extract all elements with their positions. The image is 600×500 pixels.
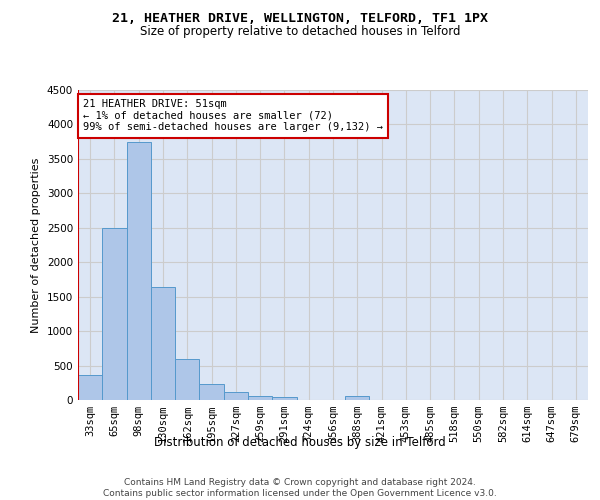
Bar bbox=[272, 397, 296, 400]
Bar bbox=[102, 228, 127, 400]
Bar bbox=[248, 396, 272, 400]
Text: Size of property relative to detached houses in Telford: Size of property relative to detached ho… bbox=[140, 25, 460, 38]
Bar bbox=[127, 142, 151, 400]
Bar bbox=[345, 396, 370, 400]
Text: Contains HM Land Registry data © Crown copyright and database right 2024.
Contai: Contains HM Land Registry data © Crown c… bbox=[103, 478, 497, 498]
Text: 21 HEATHER DRIVE: 51sqm
← 1% of detached houses are smaller (72)
99% of semi-det: 21 HEATHER DRIVE: 51sqm ← 1% of detached… bbox=[83, 100, 383, 132]
Bar bbox=[175, 360, 199, 400]
Bar bbox=[78, 375, 102, 400]
Bar bbox=[199, 384, 224, 400]
Y-axis label: Number of detached properties: Number of detached properties bbox=[31, 158, 41, 332]
Text: Distribution of detached houses by size in Telford: Distribution of detached houses by size … bbox=[154, 436, 446, 449]
Bar bbox=[151, 287, 175, 400]
Text: 21, HEATHER DRIVE, WELLINGTON, TELFORD, TF1 1PX: 21, HEATHER DRIVE, WELLINGTON, TELFORD, … bbox=[112, 12, 488, 26]
Bar bbox=[224, 392, 248, 400]
